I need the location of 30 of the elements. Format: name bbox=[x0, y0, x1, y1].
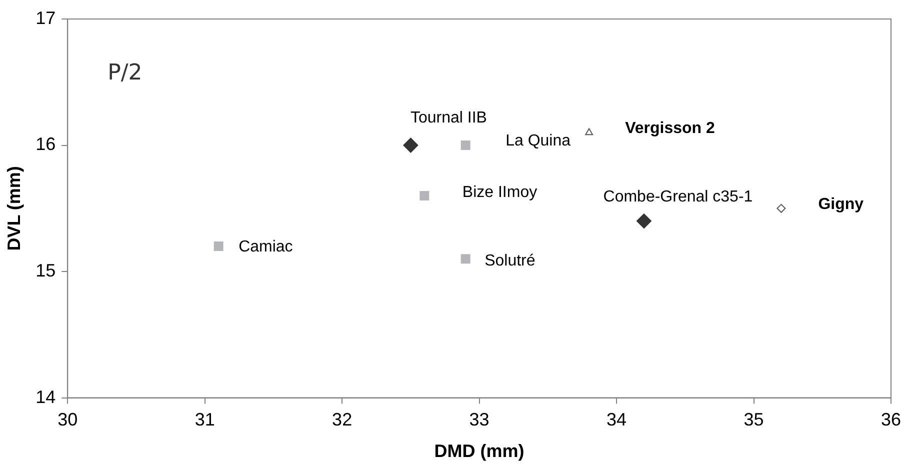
x-tick-label: 32 bbox=[332, 410, 352, 430]
x-tick-label: 34 bbox=[606, 410, 627, 430]
x-tick-label: 31 bbox=[194, 410, 215, 430]
point bbox=[636, 214, 652, 229]
annotation: La Quina bbox=[506, 132, 571, 150]
annotation: Gigny bbox=[818, 196, 864, 213]
annotation: Vergisson 2 bbox=[625, 120, 716, 138]
y-tick-label: 17 bbox=[36, 8, 56, 28]
x-axis-title: DMD (mm) bbox=[434, 441, 524, 462]
x-tick-label: 35 bbox=[744, 410, 764, 430]
annotation: Solutré bbox=[484, 252, 536, 270]
point bbox=[776, 204, 786, 213]
x-tick-label: 36 bbox=[880, 410, 902, 430]
point bbox=[214, 242, 224, 252]
annotation: Combe-Grenal c35-1 bbox=[603, 188, 753, 206]
y-tick-label: 16 bbox=[36, 134, 56, 154]
annotation: P/2 bbox=[108, 60, 142, 86]
point bbox=[460, 254, 470, 264]
y-tick-label: 15 bbox=[36, 260, 56, 280]
point bbox=[585, 128, 594, 136]
annotation: Bize IImoy bbox=[462, 184, 538, 202]
y-axis-title: DVL (mm) bbox=[4, 166, 24, 251]
x-tick-label: 30 bbox=[58, 410, 78, 430]
y-tick-label: 14 bbox=[36, 386, 56, 407]
point bbox=[403, 138, 418, 153]
point bbox=[460, 140, 470, 150]
annotation: Camiac bbox=[238, 238, 293, 256]
point bbox=[420, 191, 430, 201]
x-tick-label: 33 bbox=[469, 410, 490, 430]
annotation: Tournal IIB bbox=[410, 110, 487, 127]
